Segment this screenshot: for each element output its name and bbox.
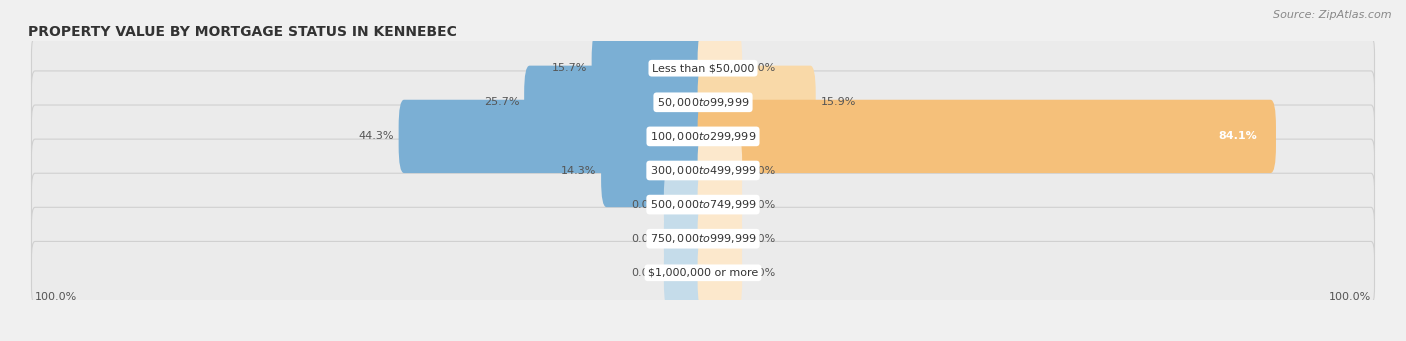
Text: $100,000 to $299,999: $100,000 to $299,999: [650, 130, 756, 143]
Text: 44.3%: 44.3%: [359, 131, 394, 142]
FancyBboxPatch shape: [31, 37, 1375, 100]
Text: Less than $50,000: Less than $50,000: [652, 63, 754, 73]
FancyBboxPatch shape: [697, 100, 1277, 173]
FancyBboxPatch shape: [31, 241, 1375, 304]
Text: 0.0%: 0.0%: [747, 165, 775, 176]
Text: 0.0%: 0.0%: [747, 234, 775, 244]
FancyBboxPatch shape: [697, 236, 742, 310]
Text: 15.9%: 15.9%: [821, 97, 856, 107]
FancyBboxPatch shape: [399, 100, 709, 173]
Text: 0.0%: 0.0%: [631, 234, 659, 244]
FancyBboxPatch shape: [697, 66, 815, 139]
Text: 25.7%: 25.7%: [484, 97, 519, 107]
Text: $1,000,000 or more: $1,000,000 or more: [648, 268, 758, 278]
Text: 0.0%: 0.0%: [747, 199, 775, 210]
Text: 0.0%: 0.0%: [747, 63, 775, 73]
FancyBboxPatch shape: [697, 32, 742, 105]
Text: $750,000 to $999,999: $750,000 to $999,999: [650, 232, 756, 245]
FancyBboxPatch shape: [31, 207, 1375, 270]
Text: 0.0%: 0.0%: [631, 199, 659, 210]
FancyBboxPatch shape: [524, 66, 709, 139]
FancyBboxPatch shape: [664, 168, 709, 241]
Text: Source: ZipAtlas.com: Source: ZipAtlas.com: [1274, 10, 1392, 20]
Text: 0.0%: 0.0%: [631, 268, 659, 278]
FancyBboxPatch shape: [697, 134, 742, 207]
FancyBboxPatch shape: [664, 236, 709, 310]
Text: $300,000 to $499,999: $300,000 to $499,999: [650, 164, 756, 177]
FancyBboxPatch shape: [697, 168, 742, 241]
FancyBboxPatch shape: [602, 134, 709, 207]
FancyBboxPatch shape: [31, 139, 1375, 202]
Text: $50,000 to $99,999: $50,000 to $99,999: [657, 96, 749, 109]
Text: 14.3%: 14.3%: [561, 165, 596, 176]
Text: PROPERTY VALUE BY MORTGAGE STATUS IN KENNEBEC: PROPERTY VALUE BY MORTGAGE STATUS IN KEN…: [28, 25, 457, 39]
FancyBboxPatch shape: [31, 173, 1375, 236]
Text: 100.0%: 100.0%: [35, 292, 77, 302]
Text: 84.1%: 84.1%: [1219, 131, 1257, 142]
FancyBboxPatch shape: [664, 202, 709, 276]
FancyBboxPatch shape: [592, 32, 709, 105]
Text: 100.0%: 100.0%: [1329, 292, 1371, 302]
FancyBboxPatch shape: [31, 71, 1375, 134]
FancyBboxPatch shape: [697, 202, 742, 276]
Text: 15.7%: 15.7%: [551, 63, 586, 73]
FancyBboxPatch shape: [31, 105, 1375, 168]
Text: $500,000 to $749,999: $500,000 to $749,999: [650, 198, 756, 211]
Text: 0.0%: 0.0%: [747, 268, 775, 278]
